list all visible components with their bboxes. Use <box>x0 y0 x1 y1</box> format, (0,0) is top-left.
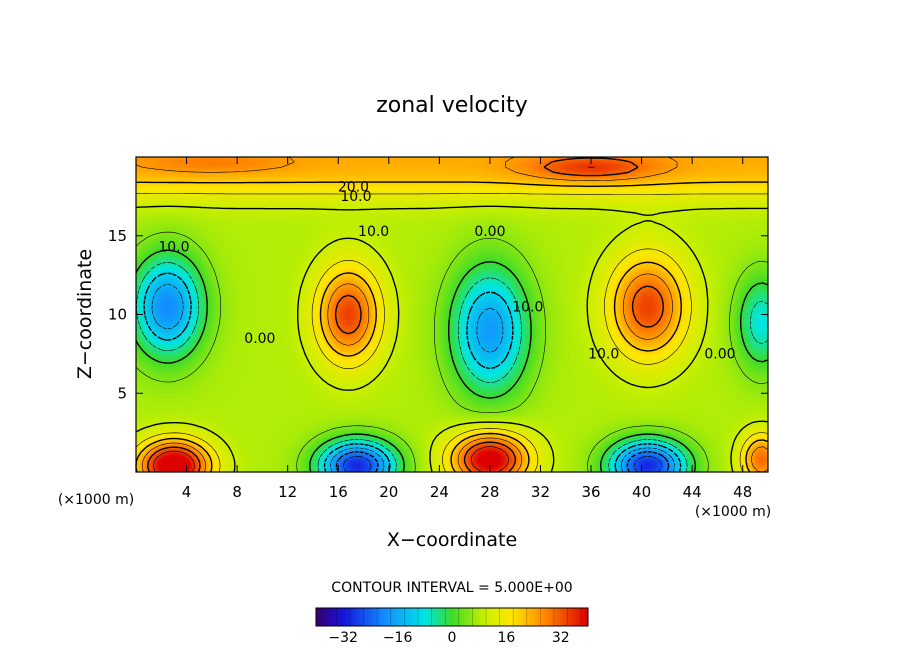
contour-label: 10.0 <box>358 224 389 240</box>
contour-label: 10.0 <box>340 189 371 205</box>
contour-line <box>135 249 769 473</box>
x-tick-label: 48 <box>733 483 752 501</box>
x-tick-label: 24 <box>430 483 449 501</box>
x-unit-right: (×1000 m) <box>695 504 771 520</box>
contour-line <box>143 272 682 473</box>
contour-label: 0.00 <box>704 347 735 363</box>
x-axis-label: X−coordinate <box>387 529 517 551</box>
x-tick-label: 44 <box>683 483 702 501</box>
contour-label: 10.0 <box>158 240 189 256</box>
contour-line <box>153 166 595 473</box>
x-tick-label: 20 <box>379 483 398 501</box>
contour-line <box>151 284 675 473</box>
contour-line <box>135 231 769 473</box>
contour-interval: CONTOUR INTERVAL = 5.000E+00 <box>331 580 572 596</box>
contour-line <box>135 205 769 473</box>
x-tick-label: 40 <box>632 483 651 501</box>
contour-label: 20.0 <box>338 180 369 196</box>
x-axis: 4 8 12 16 20 24 28 32 36 40 44 48 <box>182 157 752 501</box>
contour-lines <box>135 156 769 473</box>
colorbar-tick-label: −32 <box>328 630 358 646</box>
contour-line <box>135 156 769 473</box>
x-tick-label: 12 <box>278 483 297 501</box>
contour-line <box>136 262 769 473</box>
colorbar-tick-label: 32 <box>552 630 570 646</box>
contour-label: 10.0 <box>512 299 543 315</box>
y-axis-label: Z−coordinate <box>74 249 96 379</box>
contour-label: 0.00 <box>474 224 505 240</box>
y-tick-label: 5 <box>117 384 127 402</box>
colorbar-tick-label: 0 <box>448 630 457 646</box>
contour-line <box>147 157 664 473</box>
contour-line <box>135 193 769 473</box>
velocity-heatmap <box>136 157 768 472</box>
contour-line <box>342 456 663 473</box>
y-axis: 5 10 15 <box>108 227 768 402</box>
colorbar-frame <box>315 607 589 627</box>
colorbar-gradient <box>316 608 588 626</box>
x-tick-label: 36 <box>581 483 600 501</box>
contour-label: 0.00 <box>244 331 275 347</box>
y-tick-label: 10 <box>108 306 127 324</box>
x-tick-label: 4 <box>182 483 192 501</box>
colorbar: −32 −16 0 16 32 <box>315 607 589 646</box>
x-tick-label: 28 <box>480 483 499 501</box>
colorbar-tick-label: 16 <box>497 630 515 646</box>
colorbar-ticks: −32 −16 0 16 32 <box>322 608 582 646</box>
contour-label: 10.0 <box>588 347 619 363</box>
x-unit-left: (×1000 m) <box>58 492 134 508</box>
x-tick-label: 8 <box>232 483 242 501</box>
contour-line <box>335 451 670 473</box>
x-tick-label: 32 <box>531 483 550 501</box>
x-tick-label: 16 <box>329 483 348 501</box>
colorbar-tick-label: −16 <box>383 630 413 646</box>
y-tick-label: 15 <box>108 227 127 245</box>
chart-title: zonal velocity <box>376 93 528 118</box>
